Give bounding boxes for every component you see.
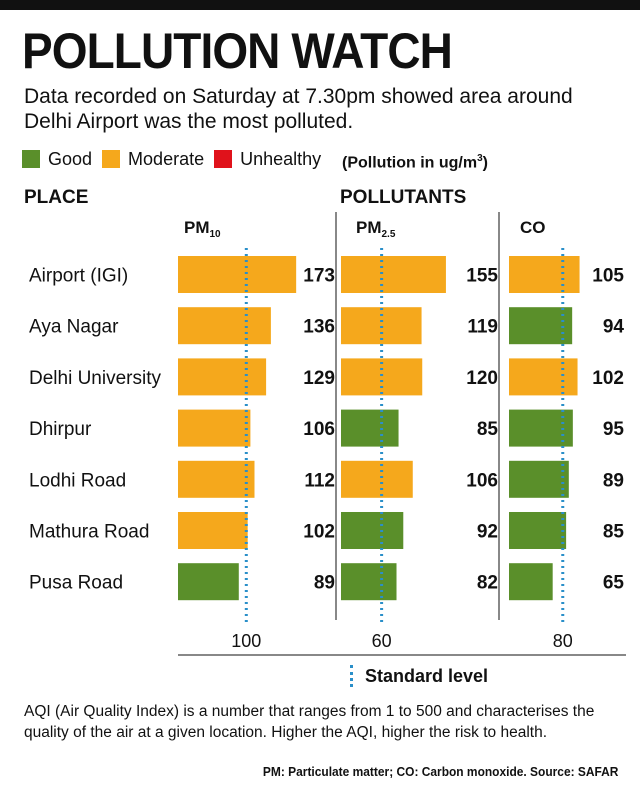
unit-suffix: )	[482, 154, 488, 172]
bar-pm10-aya-nagar	[178, 307, 271, 345]
value-label-pm25-dhirpur: 85	[477, 419, 499, 440]
bar-co-delhi-university	[509, 358, 578, 396]
bar-co-mathura-road	[509, 512, 567, 549]
legend-item-good: Good	[22, 149, 92, 170]
legend-swatch-good	[22, 150, 40, 168]
category-label-aya-nagar: Aya Nagar	[29, 317, 119, 338]
standard-level-label: Standard level	[365, 665, 489, 686]
bar-pm25-pusa-road	[341, 563, 397, 601]
legend-label-good: Good	[48, 148, 93, 169]
value-label-pm25-delhi-university: 120	[466, 368, 498, 389]
value-label-pm25-airport-igi: 155	[466, 266, 498, 287]
bar-pm25-delhi-university	[341, 358, 423, 396]
column-header-pm10-name: PM	[184, 218, 210, 237]
pollutants-header: POLLUTANTS	[340, 187, 467, 208]
category-label-mathura-road: Mathura Road	[29, 522, 149, 543]
bar-pm10-delhi-university	[178, 358, 267, 396]
column-header-co-name: CO	[520, 218, 546, 237]
bar-pm10-lodhi-road	[178, 460, 255, 498]
place-header: PLACE	[24, 187, 89, 208]
value-label-co-mathura-road: 85	[603, 522, 625, 543]
value-label-co-dhirpur: 95	[603, 419, 625, 440]
value-label-pm25-pusa-road: 82	[477, 573, 498, 594]
value-label-co-delhi-university: 102	[592, 368, 624, 389]
bar-pm10-pusa-road	[178, 563, 239, 601]
bar-co-airport-igi	[509, 256, 580, 293]
value-label-co-pusa-road: 65	[603, 573, 625, 594]
legend-item-unhealthy: Unhealthy	[214, 149, 321, 170]
legend-item-moderate: Moderate	[102, 149, 204, 170]
value-label-pm10-mathura-road: 102	[303, 522, 335, 543]
standard-level-legend: Standard level	[350, 663, 488, 689]
column-header-pm10: PM10	[184, 218, 221, 245]
legend-label-unhealthy: Unhealthy	[240, 148, 322, 169]
bar-pm25-airport-igi	[341, 256, 446, 293]
standard-value-pm10: 100	[231, 631, 261, 651]
value-label-pm10-delhi-university: 129	[303, 368, 335, 389]
category-label-dhirpur: Dhirpur	[29, 419, 92, 440]
bar-pm25-dhirpur	[341, 409, 399, 447]
value-label-pm10-lodhi-road: 112	[304, 470, 335, 491]
value-label-pm25-aya-nagar: 119	[467, 317, 498, 338]
column-header-pm25: PM2.5	[356, 218, 395, 245]
column-header-pm25-sub: 2.5	[381, 229, 396, 240]
legend-swatch-moderate	[102, 150, 121, 168]
category-label-delhi-university: Delhi University	[29, 368, 161, 389]
value-label-pm25-lodhi-road: 106	[466, 470, 498, 491]
page-title: POLLUTION WATCH	[22, 23, 453, 79]
bar-co-pusa-road	[509, 563, 553, 601]
value-label-pm25-mathura-road: 92	[477, 522, 498, 543]
page-subtitle: Data recorded on Saturday at 7.30pm show…	[24, 85, 573, 133]
bar-pm10-dhirpur	[178, 409, 251, 447]
bar-pm25-lodhi-road	[341, 460, 413, 498]
column-header-pm10-sub: 10	[209, 229, 221, 240]
bar-pm25-mathura-road	[341, 512, 404, 549]
standard-value-co: 80	[553, 631, 573, 651]
value-label-pm10-airport-igi: 173	[303, 266, 335, 287]
source-credit: PM: Particulate matter; CO: Carbon monox…	[262, 764, 618, 779]
pollution-bar-chart: Airport (IGI) Aya Nagar Delhi University Dh…	[29, 212, 626, 656]
value-label-co-aya-nagar: 94	[603, 317, 625, 338]
value-label-pm10-aya-nagar: 136	[303, 317, 335, 338]
column-header-co: CO	[520, 218, 546, 245]
bar-pm10-airport-igi	[178, 256, 297, 293]
aqi-note: AQI (Air Quality Index) is a number that…	[24, 703, 595, 741]
standard-value-pm25: 60	[372, 631, 392, 651]
unit-prefix: (Pollution in ug/m	[342, 154, 478, 172]
category-label-airport-igi: Airport (IGI)	[29, 266, 128, 287]
standard-level-dots	[350, 665, 353, 687]
legend-swatch-unhealthy	[214, 150, 233, 168]
bar-pm10-mathura-road	[178, 512, 248, 549]
status-legend: Good Moderate Unhealthy	[22, 147, 331, 171]
unit-superscript: 3	[477, 153, 483, 164]
unit-label: (Pollution in ug/m3)	[342, 147, 488, 175]
value-label-co-airport-igi: 105	[592, 266, 624, 287]
column-header-pm25-name: PM	[356, 218, 382, 237]
category-label-lodhi-road: Lodhi Road	[29, 470, 126, 491]
value-label-pm10-pusa-road: 89	[314, 573, 335, 594]
value-label-co-lodhi-road: 89	[603, 470, 624, 491]
top-rule	[0, 0, 640, 10]
value-label-pm10-dhirpur: 106	[303, 419, 335, 440]
bar-co-lodhi-road	[509, 460, 569, 498]
category-label-pusa-road: Pusa Road	[29, 573, 123, 594]
legend-label-moderate: Moderate	[128, 148, 205, 169]
